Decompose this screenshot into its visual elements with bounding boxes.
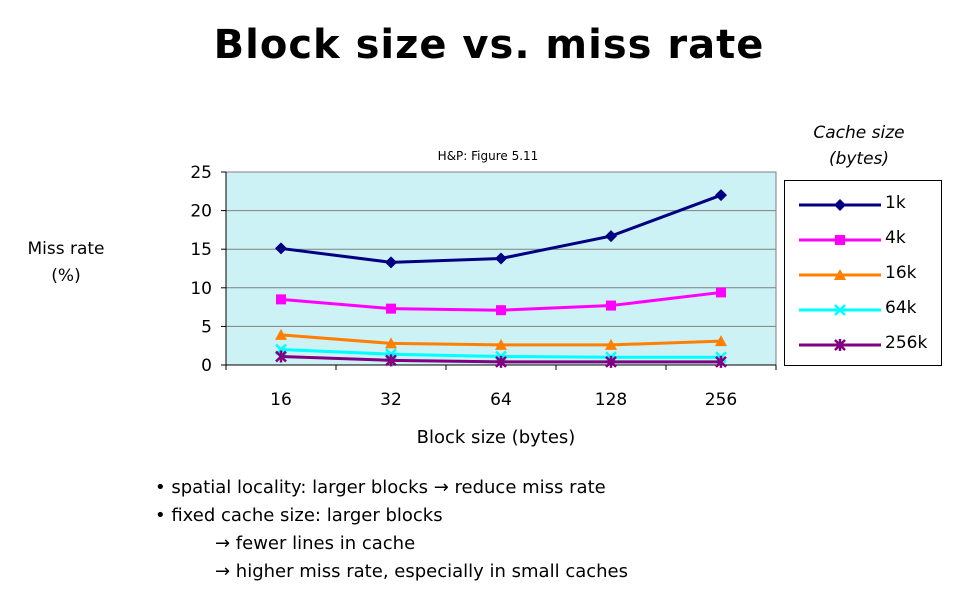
legend-marker: [835, 235, 845, 245]
data-point: [386, 303, 396, 314]
x-axis-label: Block size (bytes): [417, 427, 576, 448]
x-tick-label: 16: [270, 390, 292, 410]
data-point: [385, 354, 397, 367]
legend-swatch: [799, 339, 881, 351]
y-axis-label-line1: Miss rate: [27, 239, 105, 259]
legend-marker: [834, 199, 846, 211]
bullet-item: → fewer lines in cache: [215, 533, 416, 554]
y-tick-label: 5: [201, 317, 212, 337]
data-point: [495, 252, 507, 265]
data-point: [385, 337, 397, 349]
legend-label: 4k: [885, 228, 906, 248]
legend-marker: [834, 339, 846, 351]
gridlines: [226, 171, 776, 366]
data-point: [495, 355, 507, 368]
series-1k: [275, 189, 727, 269]
legend-label: 16k: [885, 263, 917, 283]
data-point: [385, 256, 397, 269]
legend-label: 256k: [885, 333, 928, 353]
y-tick-labels: 0 5 10 15 20 25: [190, 163, 212, 376]
data-point: [276, 294, 286, 305]
legend-item-4k: 4k: [785, 222, 941, 258]
x-tick-label: 64: [490, 390, 512, 410]
bullet-item: • fixed cache size: larger blocks: [155, 505, 443, 526]
data-point: [605, 355, 617, 368]
data-point: [606, 300, 616, 311]
x-tick-label: 256: [705, 390, 737, 410]
series-lines: [275, 189, 727, 368]
y-tick-label: 0: [201, 356, 212, 376]
x-tick-label: 128: [595, 390, 627, 410]
series-4k: [276, 287, 726, 316]
y-axis-label: Miss rate (%): [6, 236, 126, 290]
y-tick-label: 10: [190, 279, 212, 299]
legend-title: Cache size (bytes): [780, 120, 938, 172]
bullet-item: → higher miss rate, especially in small …: [215, 561, 628, 582]
legend-label: 1k: [885, 193, 906, 213]
series-256k: [275, 350, 727, 368]
series-16k: [275, 328, 727, 350]
data-point: [605, 338, 617, 350]
y-tick-label: 20: [190, 202, 212, 222]
legend-item-256k: 256k: [785, 327, 941, 363]
y-axis-label-line2: (%): [51, 266, 81, 286]
plot-area: [225, 171, 777, 366]
legend-swatch: [799, 269, 881, 280]
x-tick-labels: 16 32 64 128 256: [270, 390, 737, 410]
data-point: [275, 328, 287, 340]
legend-swatch: [799, 235, 881, 245]
data-point: [715, 335, 727, 347]
legend-label: 64k: [885, 298, 917, 318]
x-tick-label: 32: [380, 390, 402, 410]
slide-title: Block size vs. miss rate: [213, 22, 765, 68]
data-point: [605, 230, 617, 243]
bullet-list: • spatial locality: larger blocks → redu…: [155, 474, 628, 586]
legend-title-line1: Cache size: [813, 123, 905, 143]
data-point: [715, 189, 727, 202]
data-point: [716, 287, 726, 298]
data-point: [715, 355, 727, 368]
chart-title: H&P: Figure 5.11: [438, 149, 539, 163]
legend-swatch: [799, 304, 881, 316]
legend-marker: [834, 269, 846, 280]
data-point: [495, 338, 507, 350]
legend-title-line2: (bytes): [828, 149, 890, 169]
legend-item-1k: 1k: [785, 187, 941, 223]
legend-item-16k: 16k: [785, 257, 941, 293]
data-point: [275, 350, 287, 363]
legend-marker: [834, 304, 846, 316]
legend: 1k 4k 16k 64k 256k: [784, 180, 942, 366]
data-point: [275, 242, 287, 255]
y-tick-label: 25: [190, 163, 212, 183]
bullet-item: • spatial locality: larger blocks → redu…: [155, 477, 606, 498]
y-tick-label: 15: [190, 240, 212, 260]
legend-item-64k: 64k: [785, 292, 941, 328]
legend-swatch: [799, 199, 881, 211]
data-point: [496, 305, 506, 316]
